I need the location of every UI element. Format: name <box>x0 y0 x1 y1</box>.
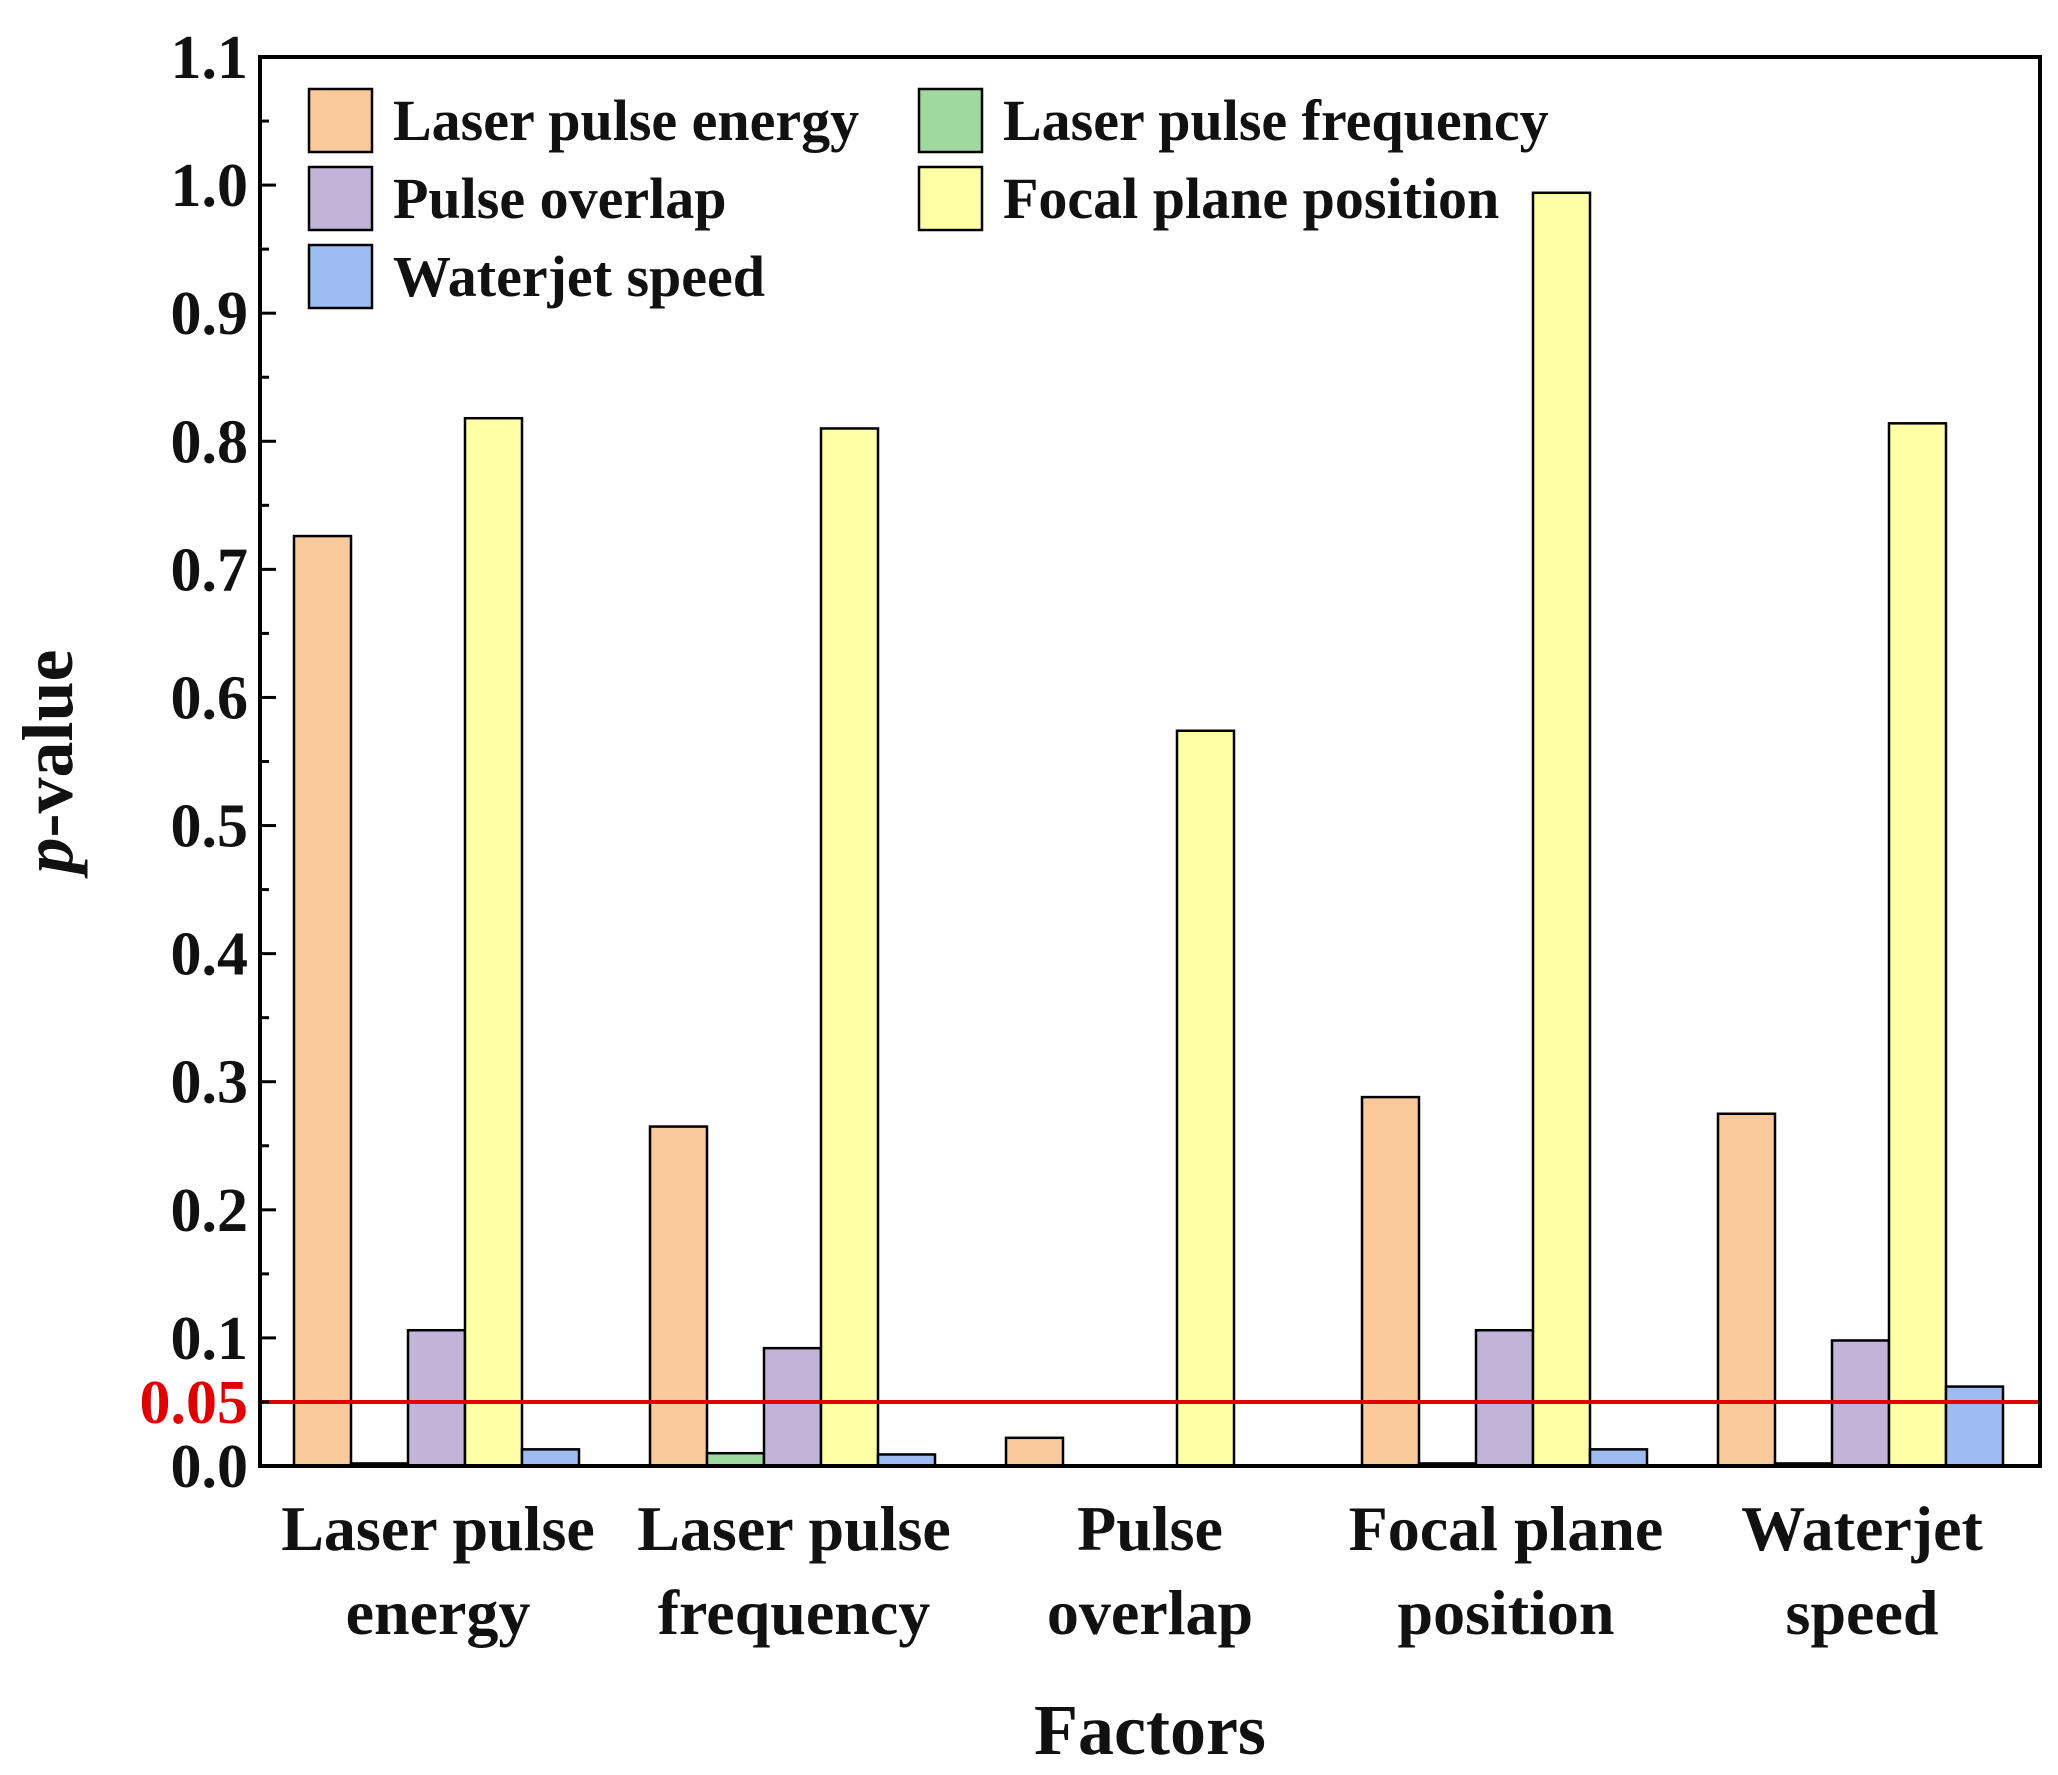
legend-swatch <box>917 165 984 232</box>
x-category-label: Focal plane <box>1349 1493 1664 1564</box>
y-tick-label: 0.5 <box>171 793 249 861</box>
bar-waterjet-speed-0 <box>520 1448 581 1468</box>
legend-label: Laser pulse frequency <box>1003 88 1549 153</box>
y-tick-label: 0.9 <box>171 280 249 348</box>
bar-waterjet-speed-4 <box>1944 1385 2005 1468</box>
y-tick-label: 0.2 <box>171 1177 249 1245</box>
bar-laser-pulse-energy-4 <box>1716 1112 1777 1468</box>
bar-pulse-overlap-0 <box>406 1328 467 1468</box>
x-axis-title: Factors <box>1034 1690 1266 1770</box>
y-axis-ticks <box>260 55 276 1468</box>
y-tick-label: 0.3 <box>171 1049 249 1117</box>
x-category-label: Waterjet <box>1741 1493 1983 1564</box>
bar-laser-pulse-energy-0 <box>292 534 353 1468</box>
legend-label: Laser pulse energy <box>393 88 859 153</box>
bar-focal-plane-position-2 <box>1175 729 1236 1468</box>
y-tick-label: 0.4 <box>171 921 249 989</box>
y-tick-label: 1.0 <box>171 152 249 220</box>
x-category-label: speed <box>1786 1577 1939 1648</box>
bar-laser-pulse-energy-1 <box>648 1125 709 1468</box>
x-category-label: overlap <box>1047 1577 1253 1648</box>
y-tick-label: 0.0 <box>171 1433 249 1501</box>
x-category-label: Pulse <box>1077 1493 1223 1564</box>
x-category-label: Laser pulse <box>281 1493 595 1564</box>
bar-waterjet-speed-3 <box>1588 1448 1649 1468</box>
legend-swatch <box>307 243 374 310</box>
x-category-label: position <box>1398 1577 1615 1648</box>
y-axis-tick-labels: 0.0 0.1 0.2 0.3 0.4 0.5 0.6 0.7 0.8 0.9 1.0 1.1 0.05 <box>140 24 249 1501</box>
bars-layer <box>292 191 2005 1468</box>
legend-label: Waterjet speed <box>393 244 765 309</box>
legend-swatch <box>307 165 374 232</box>
x-category-label: frequency <box>658 1577 931 1648</box>
y-tick-label: 0.7 <box>171 536 249 604</box>
bar-focal-plane-position-1 <box>819 427 880 1468</box>
y-axis-title: p-value <box>8 650 88 880</box>
y-tick-label: 0.1 <box>171 1305 249 1373</box>
y-tick-label: 0.6 <box>171 664 249 732</box>
x-category-label: energy <box>346 1577 531 1648</box>
y-axis-title-italic: p <box>8 837 88 879</box>
x-category-label: Laser pulse <box>637 1493 951 1564</box>
legend-swatch <box>307 87 374 154</box>
legend-label: Focal plane position <box>1003 166 1499 231</box>
bar-focal-plane-position-3 <box>1531 191 1592 1468</box>
bar-laser-pulse-energy-3 <box>1360 1095 1421 1468</box>
y-tick-label: 1.1 <box>171 24 249 92</box>
reference-line-label: 0.05 <box>140 1369 249 1437</box>
y-axis-title-rest: -value <box>8 650 88 838</box>
x-axis-category-labels: Laser pulse energy Laser pulse frequency Pul… <box>281 1493 1983 1648</box>
bar-pulse-overlap-1 <box>762 1346 823 1468</box>
bar-focal-plane-position-4 <box>1887 422 1948 1468</box>
y-tick-label: 0.8 <box>171 408 249 476</box>
legend: Laser pulse energy Laser pulse frequency P… <box>307 87 1549 310</box>
legend-swatch <box>917 87 984 154</box>
legend-label: Pulse overlap <box>393 166 726 231</box>
bar-focal-plane-position-0 <box>463 416 524 1468</box>
bar-pulse-overlap-3 <box>1474 1328 1535 1468</box>
bar-laser-pulse-energy-2 <box>1004 1436 1065 1468</box>
